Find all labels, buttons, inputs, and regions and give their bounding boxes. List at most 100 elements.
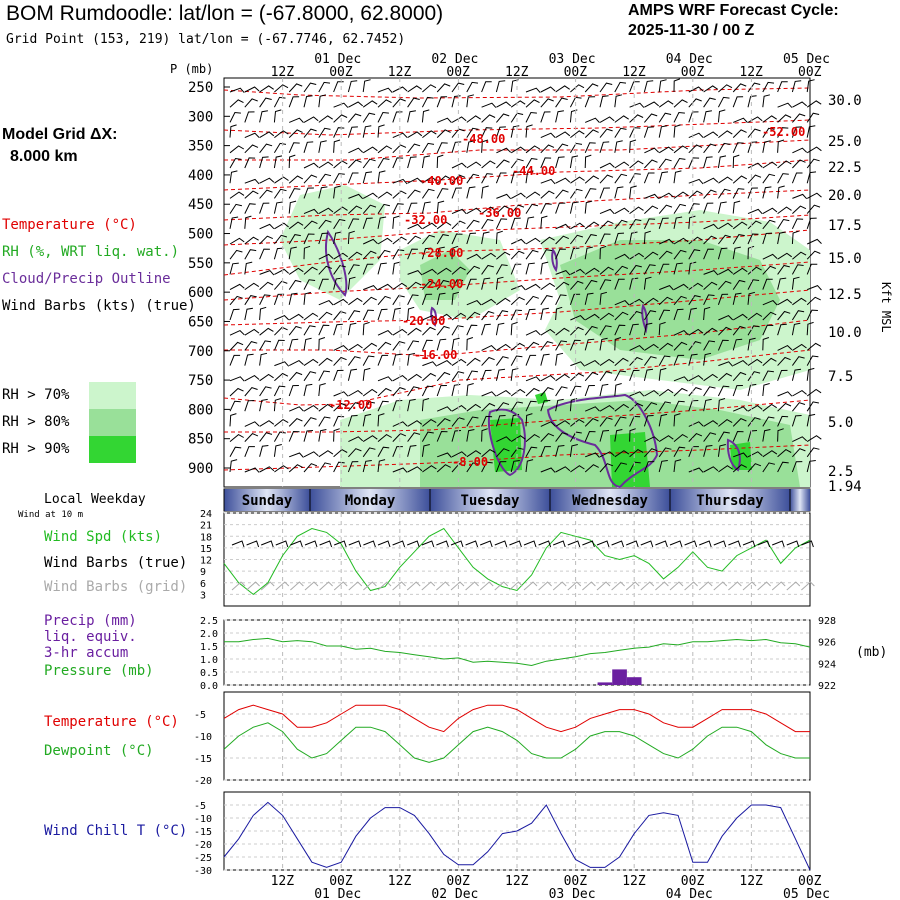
temp-contour-10	[223, 349, 811, 406]
wind-barb	[259, 294, 271, 306]
wind-barb	[347, 126, 358, 138]
wind-barb	[777, 231, 786, 245]
wind-barb	[732, 154, 740, 169]
surface-barb	[728, 540, 741, 548]
wind-tick-label: 6	[200, 579, 206, 590]
wind-barb	[510, 342, 526, 351]
windchill-tick-label: -20	[194, 840, 212, 851]
pressure-tick-label-right: 924	[818, 659, 836, 670]
wind-barb	[673, 341, 688, 351]
wind-barb	[806, 342, 822, 351]
wind-barb	[333, 391, 349, 397]
wind-barb	[407, 306, 415, 321]
wind-barb	[451, 266, 466, 275]
wind-barb	[806, 367, 815, 381]
wind-barb	[629, 391, 645, 397]
wind-barb	[422, 268, 438, 275]
wind-barb	[644, 402, 658, 412]
wind-barb	[318, 232, 329, 245]
wind-barb	[229, 170, 238, 184]
surface-barb	[261, 540, 274, 548]
wind-barb	[599, 82, 613, 93]
grid-barb	[728, 581, 742, 591]
wind-barb	[436, 292, 446, 305]
wind-barb	[347, 230, 355, 245]
wind-barb	[673, 433, 688, 442]
wind-barb	[703, 143, 717, 154]
wind-barb	[362, 321, 370, 336]
wind-barb	[481, 323, 491, 336]
surface-barb	[436, 540, 449, 548]
wind-barb	[407, 248, 418, 260]
wind-barb	[599, 95, 609, 108]
wind-barb	[466, 416, 479, 427]
wind-barb	[274, 361, 290, 367]
wind-barb	[791, 322, 801, 336]
wind-barb	[392, 157, 404, 169]
wind-barb	[747, 312, 763, 321]
wind-barb	[570, 418, 585, 427]
wind-barb	[644, 343, 659, 351]
wind-barb	[466, 173, 480, 184]
grid-barb	[363, 581, 377, 591]
wind-barb	[658, 413, 668, 427]
wind-barb	[777, 252, 792, 260]
wind-barb	[318, 173, 332, 184]
wind-barb	[481, 402, 496, 412]
wind-barb	[525, 341, 540, 351]
wind-barb	[703, 306, 711, 321]
windchill-tick-label: -10	[194, 814, 212, 825]
wind-barb	[584, 154, 592, 169]
wind-barb	[259, 386, 272, 397]
wind-barb	[599, 116, 615, 123]
wind-barb	[658, 388, 674, 397]
wind-barb	[303, 82, 317, 93]
wind-barb	[777, 81, 788, 93]
wind-barb	[614, 357, 629, 366]
wind-barb	[303, 417, 317, 427]
temp-contour-label: -20.00	[402, 314, 445, 328]
wind-barb	[791, 368, 802, 381]
wind-barb	[540, 400, 551, 412]
legend-dewpoint: Dewpoint (°C)	[44, 743, 154, 759]
wind-barb	[688, 374, 704, 382]
wind-barb	[718, 372, 733, 382]
bottom-hour-label: 12Z	[622, 874, 646, 889]
wind-barb	[510, 238, 526, 245]
wind-barb	[555, 340, 568, 351]
surface-barb	[611, 540, 625, 548]
wind-barb	[643, 356, 657, 366]
wind-barb	[510, 447, 524, 458]
wind-barb	[288, 313, 304, 321]
wind-barb	[762, 311, 777, 321]
wind-barb	[599, 279, 612, 290]
wind-barb	[229, 237, 245, 245]
wind-barb	[318, 337, 326, 351]
wind-barb	[762, 207, 778, 215]
wind-barb	[791, 356, 805, 366]
wind-barb	[466, 81, 479, 93]
wind-barb	[259, 398, 268, 412]
wind-barb	[422, 361, 438, 367]
wind-barb	[303, 404, 319, 412]
wind-barb	[644, 113, 658, 123]
wind-barb	[792, 297, 807, 306]
wind-barb	[229, 446, 242, 458]
wind-barb	[732, 385, 743, 397]
wind-barb	[288, 188, 301, 199]
temp-contour-label: -24.00	[420, 277, 463, 291]
wind-barb	[348, 343, 363, 351]
wind-barb	[806, 238, 822, 245]
wind-barb	[407, 235, 421, 245]
wind-barb	[495, 230, 503, 245]
wind-barb	[717, 339, 729, 351]
wind-barb	[658, 401, 671, 412]
wind-barb	[703, 445, 713, 457]
cloud-outline-6	[726, 438, 741, 472]
wind-barb	[777, 391, 793, 397]
wind-barb	[570, 222, 585, 230]
wind-barb	[407, 223, 423, 230]
wind-barb	[540, 341, 554, 351]
wind-barb	[496, 389, 511, 397]
wind-barb	[407, 177, 423, 184]
